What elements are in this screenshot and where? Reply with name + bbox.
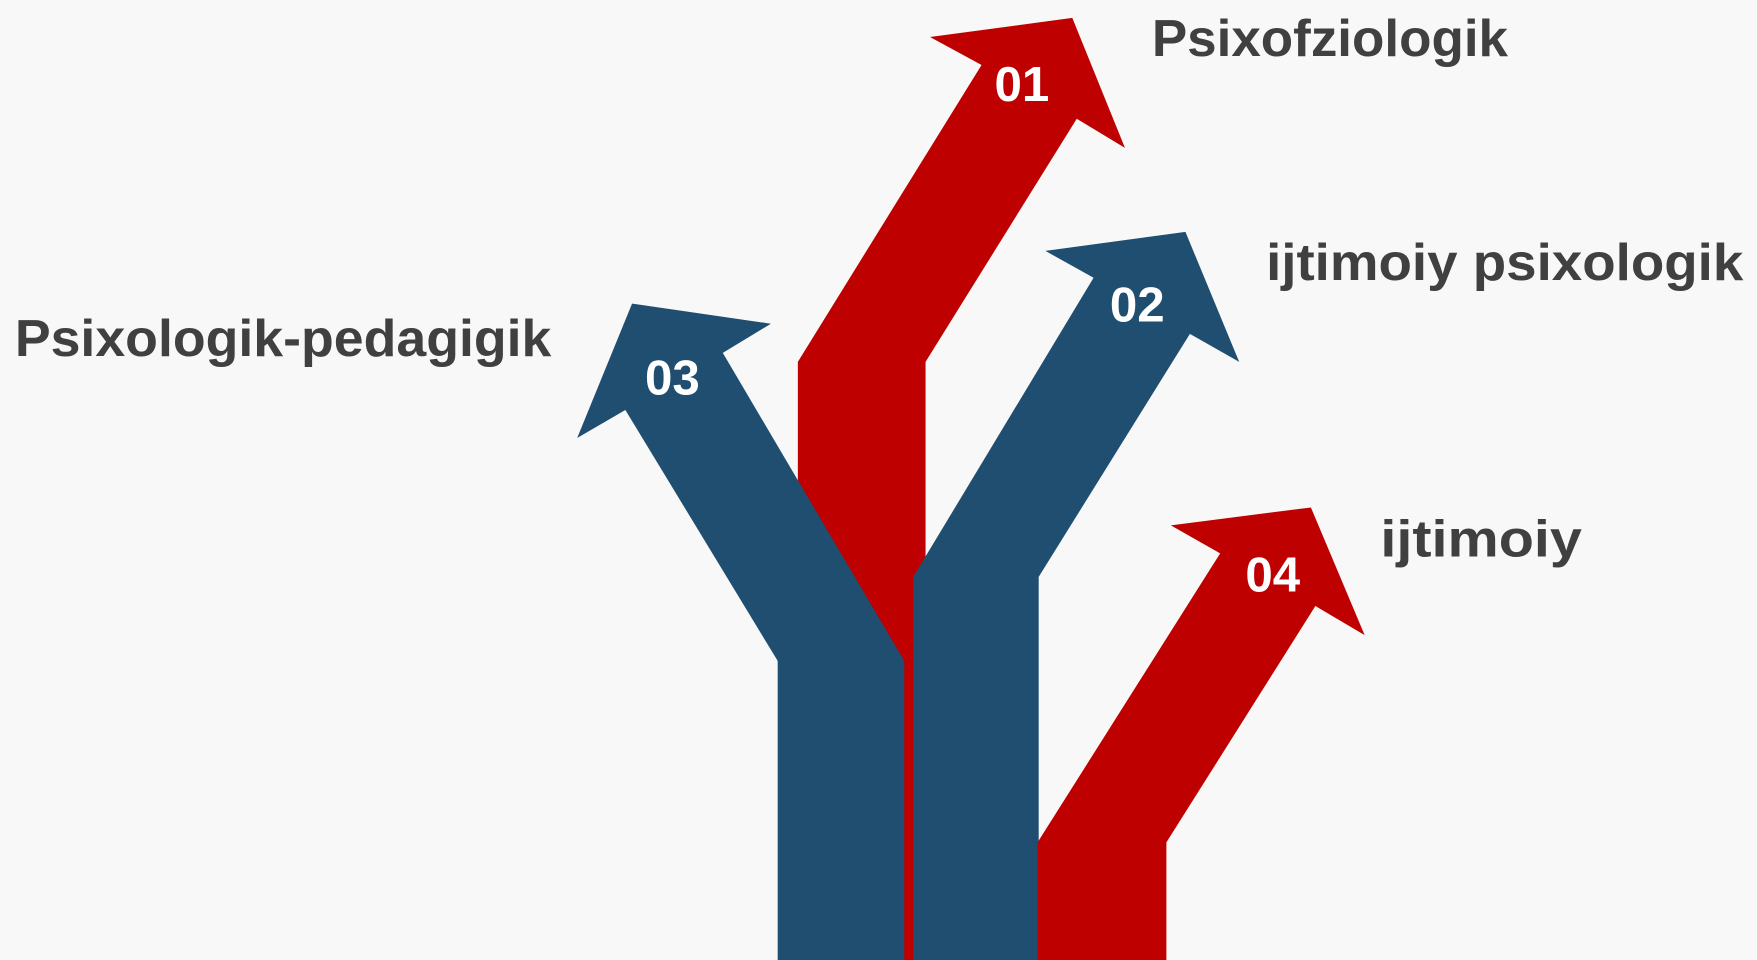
arrow-02 — [913, 231, 1240, 960]
step-number: 03 — [645, 350, 700, 405]
step-number: 04 — [1245, 547, 1300, 602]
step-label: ijtimoiy psixologik — [1266, 233, 1744, 291]
arrow-03 — [577, 303, 905, 960]
step-label: Psixologik-pedagigik — [15, 309, 552, 367]
step-number: 01 — [994, 57, 1049, 112]
step-label: Psixofziologik — [1152, 9, 1509, 67]
step-label: ijtimoiy — [1380, 510, 1582, 568]
step-number: 02 — [1110, 277, 1165, 332]
arrow-04 — [1037, 507, 1365, 960]
